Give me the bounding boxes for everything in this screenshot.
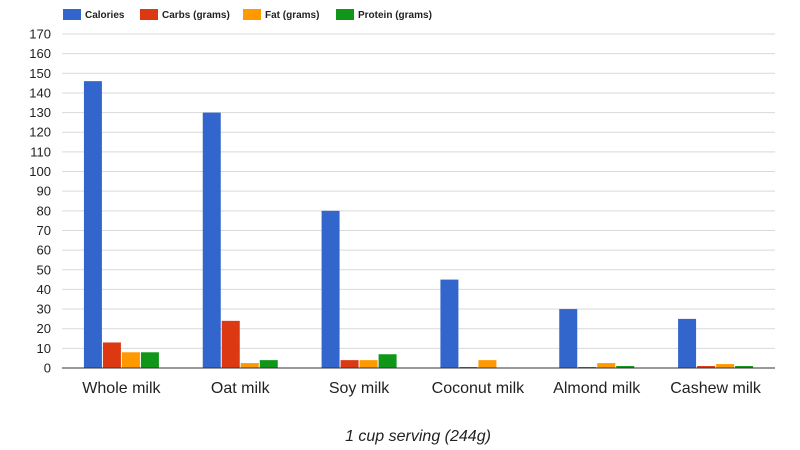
bar-fat-soy-milk [359,360,378,368]
bar-carbs-soy-milk [340,360,359,368]
y-tick-label: 120 [29,125,51,140]
bar-fat-cashew-milk [716,364,735,368]
x-category-label: Oat milk [211,380,271,397]
bar-calories-cashew-milk [678,318,697,368]
y-tick-label: 170 [29,27,51,42]
bar-calories-soy-milk [321,210,340,368]
legend-label: Protein (grams) [358,10,432,21]
y-tick-label: 100 [29,164,51,179]
y-tick-label: 50 [37,262,51,277]
legend-swatch [243,9,261,20]
legend-label: Fat (grams) [265,10,319,21]
bar-fat-oat-milk [240,363,259,368]
legend-swatch [140,9,158,20]
bar-protein-cashew-milk [735,366,754,368]
y-tick-label: 0 [44,361,51,376]
bar-carbs-whole-milk [102,342,121,368]
y-tick-label: 60 [37,243,51,258]
bar-protein-whole-milk [140,352,159,368]
y-tick-label: 10 [37,341,51,356]
legend-label: Calories [85,10,125,21]
x-category-label: Almond milk [553,380,641,397]
bar-calories-coconut-milk [440,279,459,368]
y-tick-label: 160 [29,46,51,61]
y-tick-label: 150 [29,66,51,81]
legend-label: Carbs (grams) [162,10,230,21]
bar-protein-oat-milk [259,360,278,368]
bar-protein-almond-milk [616,366,635,368]
bar-fat-almond-milk [597,363,616,368]
y-tick-label: 80 [37,203,51,218]
y-tick-label: 70 [37,223,51,238]
legend-swatch [336,9,354,20]
chart-legend: Calories Carbs (grams) Fat (grams) Protein … [63,9,432,21]
chart-gridlines [62,33,775,349]
y-tick-label: 130 [29,105,51,120]
y-tick-label: 40 [37,282,51,297]
y-tick-label: 110 [30,144,51,159]
x-category-label: Coconut milk [432,380,525,397]
bar-carbs-oat-milk [221,320,240,368]
y-tick-label: 30 [37,302,51,317]
y-tick-label: 90 [37,184,51,199]
x-axis-categories: Whole milk Oat milk Soy milk Coconut milk Al… [82,380,762,397]
y-tick-label: 20 [37,321,51,336]
chart-bars [83,81,754,369]
y-tick-label: 140 [29,85,51,100]
legend-swatch [63,9,81,20]
bar-calories-almond-milk [559,309,578,368]
bar-protein-soy-milk [378,354,397,368]
bar-carbs-cashew-milk [697,366,716,368]
bar-calories-whole-milk [83,81,102,368]
bar-calories-oat-milk [202,112,221,369]
bar-fat-whole-milk [121,352,140,368]
x-category-label: Cashew milk [670,380,762,397]
x-axis-label: 1 cup serving (244g) [345,428,491,445]
y-axis-ticks: 0 10 20 30 40 50 60 70 80 90 100 110 120 130 140 150 160… [29,27,51,376]
x-category-label: Soy milk [329,380,390,397]
bar-fat-coconut-milk [478,360,497,368]
x-category-label: Whole milk [82,380,161,397]
